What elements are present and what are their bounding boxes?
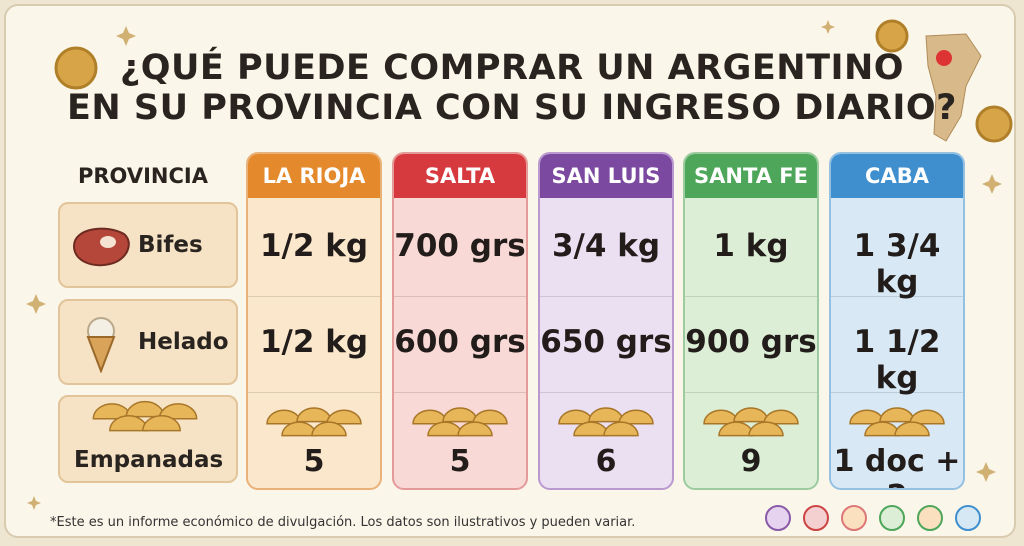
row-icon: [72, 227, 130, 267]
column-header: SALTA: [394, 154, 526, 198]
cell: 900 grs: [685, 324, 817, 360]
row-divider: [248, 392, 380, 393]
coin: [54, 46, 98, 90]
row-label: Empanadas: [74, 447, 224, 473]
column: SALTA 700 grs 600 grs 5: [392, 152, 528, 490]
row-label: Helado: [138, 329, 229, 355]
avatars: [765, 505, 981, 531]
decorations: [26, 19, 1013, 531]
column-header: CABA: [831, 154, 963, 198]
column: SAN LUIS 3/4 kg 650 grs 6: [538, 152, 674, 490]
row-divider: [248, 296, 380, 297]
cell: 5: [449, 444, 471, 479]
empanada-icon: [558, 407, 654, 437]
coin: [975, 105, 1013, 143]
row-header: Empanadas: [58, 395, 238, 483]
row-header: Helado: [58, 299, 238, 385]
pin: [936, 50, 952, 66]
row-divider: [394, 392, 526, 393]
column-header: SAN LUIS: [540, 154, 672, 198]
cell: 5: [303, 444, 325, 479]
empanada-icon: [703, 407, 799, 437]
empanada-icon: [849, 407, 945, 437]
row-label: Bifes: [138, 232, 203, 258]
empanada-icon: [266, 407, 362, 437]
row-divider: [831, 296, 963, 297]
cell: 6: [595, 444, 617, 479]
row-icon: [86, 317, 116, 373]
cell: 1 1/2 kg: [853, 324, 941, 396]
cell: 1/2 kg: [259, 228, 369, 264]
cell: 1 doc + 2: [833, 444, 961, 488]
infographic: ¿QUÉ PUEDE COMPRAR UN ARGENTINO EN SU PR…: [4, 4, 1016, 538]
title: EN SU PROVINCIA CON SU INGRESO DIARIO?: [67, 88, 957, 128]
sparkles: [26, 20, 1002, 510]
row-divider: [394, 296, 526, 297]
row-divider: [831, 392, 963, 393]
row-divider: [540, 392, 672, 393]
footnote: *Este es un informe económico de divulga…: [50, 515, 636, 530]
cell: 1 kg: [713, 228, 789, 264]
cell: 3/4 kg: [551, 228, 661, 264]
row-header: Bifes: [58, 202, 238, 288]
corner-header: PROVINCIA: [78, 164, 208, 188]
title: ¿QUÉ PUEDE COMPRAR UN ARGENTINO: [119, 48, 905, 88]
column-header: SANTA FE: [685, 154, 817, 198]
empanada-icon: [412, 407, 508, 437]
cell: 700 grs: [394, 228, 526, 264]
cell: 1/2 kg: [259, 324, 369, 360]
row-divider: [540, 296, 672, 297]
cell: 9: [740, 444, 762, 479]
empanada-icon: [92, 400, 198, 432]
coin: [875, 19, 909, 53]
row-divider: [685, 392, 817, 393]
cell: 1 3/4 kg: [853, 228, 941, 300]
column: LA RIOJA 1/2 kg 1/2 kg 5: [246, 152, 382, 490]
row-divider: [685, 296, 817, 297]
cell: 600 grs: [394, 324, 526, 360]
column-header: LA RIOJA: [248, 154, 380, 198]
column: SANTA FE 1 kg 900 grs 9: [683, 152, 819, 490]
column: CABA 1 3/4 kg 1 1/2 kg 1 doc + 2: [829, 152, 965, 490]
cell: 650 grs: [540, 324, 672, 360]
